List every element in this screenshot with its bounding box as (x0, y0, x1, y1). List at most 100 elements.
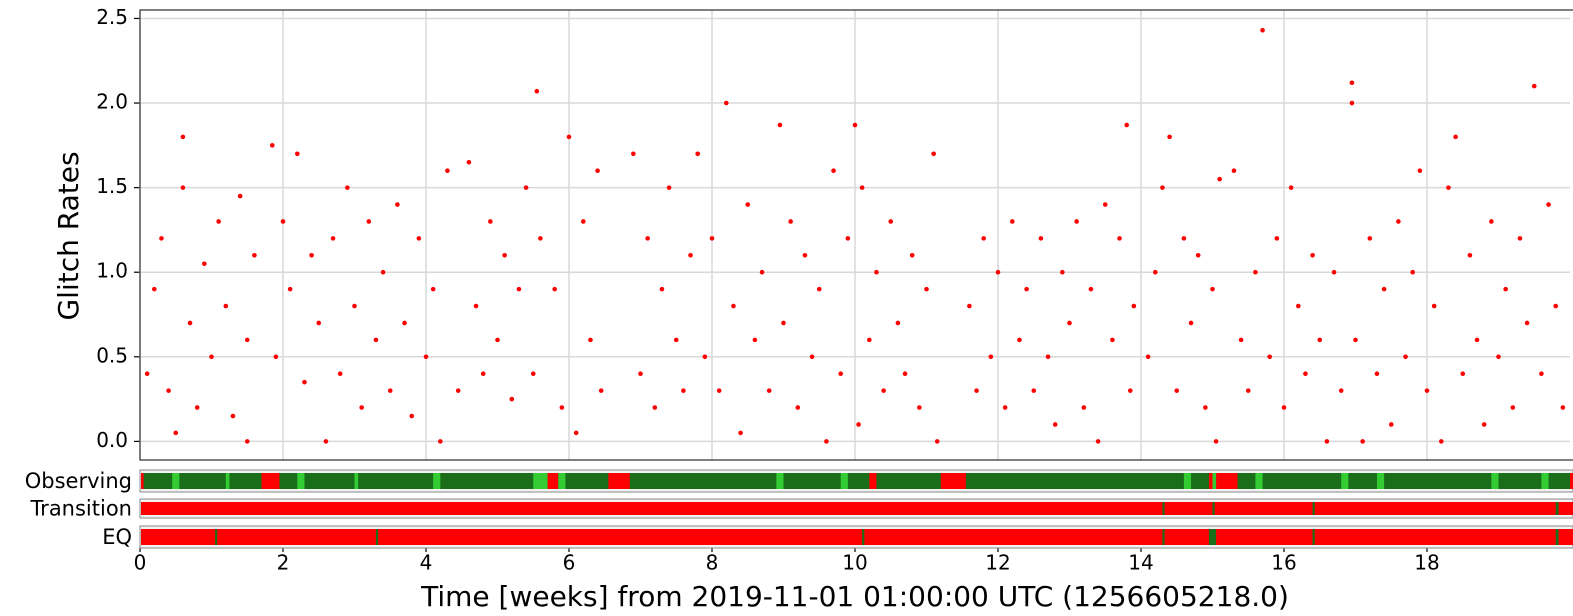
point (1017, 337, 1022, 343)
point (1052, 422, 1058, 427)
point (488, 219, 493, 224)
point (516, 286, 522, 292)
point (1260, 28, 1265, 33)
point (1424, 388, 1430, 393)
point (455, 388, 461, 393)
state-segment (1541, 473, 1549, 489)
point (845, 236, 851, 241)
point (202, 261, 207, 267)
point (1349, 80, 1355, 86)
point (173, 430, 179, 436)
state-segment (1491, 473, 1499, 489)
point (1245, 388, 1251, 393)
point (316, 320, 322, 326)
point (1095, 439, 1101, 444)
point (244, 439, 250, 444)
state-segment (876, 473, 941, 489)
point (895, 320, 901, 326)
x-axis-label: Time [weeks] from 2019-11-01 01:00:00 UT… (420, 580, 1289, 613)
point (995, 269, 1001, 275)
point (373, 337, 379, 343)
point (1045, 354, 1051, 360)
point (1174, 388, 1180, 393)
point (1410, 269, 1415, 275)
point (967, 303, 972, 309)
point (1060, 269, 1065, 275)
point (1088, 286, 1094, 292)
point (852, 122, 858, 128)
point (581, 219, 586, 224)
row-label: EQ (102, 525, 132, 549)
point (688, 253, 693, 258)
state-segment (1555, 502, 1559, 515)
point (1267, 354, 1272, 360)
point (1324, 439, 1330, 444)
point (1010, 219, 1015, 224)
point (502, 253, 507, 258)
x-tick-label: 0 (134, 551, 147, 575)
point (709, 236, 715, 241)
point (1102, 202, 1108, 207)
point (1195, 253, 1201, 258)
point (777, 122, 783, 128)
state-segment (215, 529, 218, 545)
point (802, 253, 808, 258)
point (330, 236, 336, 241)
point (595, 168, 600, 174)
point (1127, 388, 1133, 393)
point (902, 371, 908, 377)
point (1467, 253, 1473, 258)
point (809, 354, 815, 360)
point (1002, 405, 1008, 410)
x-tick-label: 6 (563, 551, 576, 575)
point (1310, 253, 1315, 258)
point (280, 219, 286, 224)
point (1024, 286, 1029, 292)
point (1067, 320, 1072, 326)
point (888, 219, 894, 224)
point (1031, 388, 1037, 393)
point (152, 286, 157, 292)
x-tick-label: 14 (1128, 551, 1153, 575)
point (766, 388, 772, 393)
point (1145, 354, 1151, 360)
point (874, 269, 879, 275)
point (1439, 439, 1444, 444)
state-segment (375, 529, 379, 545)
point (402, 320, 407, 326)
state-segment (143, 473, 262, 489)
point (838, 371, 843, 377)
point (917, 405, 922, 410)
point (1167, 134, 1172, 140)
state-segment (1208, 529, 1217, 545)
point (738, 430, 743, 436)
point (1374, 371, 1380, 377)
point (480, 371, 486, 377)
point (423, 354, 429, 360)
point (223, 303, 229, 309)
point (1217, 176, 1222, 182)
point (588, 337, 593, 343)
point (1474, 337, 1480, 343)
point (144, 371, 150, 377)
point (1489, 219, 1494, 224)
point (1431, 303, 1437, 309)
y-tick-label: 0.0 (96, 428, 128, 452)
point (1524, 320, 1530, 326)
point (1517, 236, 1523, 241)
point (337, 371, 343, 377)
point (209, 354, 214, 360)
point (934, 439, 940, 444)
y-tick-label: 2.0 (96, 90, 128, 114)
point (445, 168, 450, 174)
point (1213, 439, 1219, 444)
point (752, 337, 758, 343)
point (1388, 422, 1394, 427)
state-segment (433, 473, 441, 489)
x-tick-label: 4 (420, 551, 433, 575)
point (1288, 185, 1294, 190)
point (856, 422, 861, 427)
point (1131, 303, 1137, 309)
state-segment (1212, 502, 1215, 515)
state-segment (840, 473, 848, 489)
